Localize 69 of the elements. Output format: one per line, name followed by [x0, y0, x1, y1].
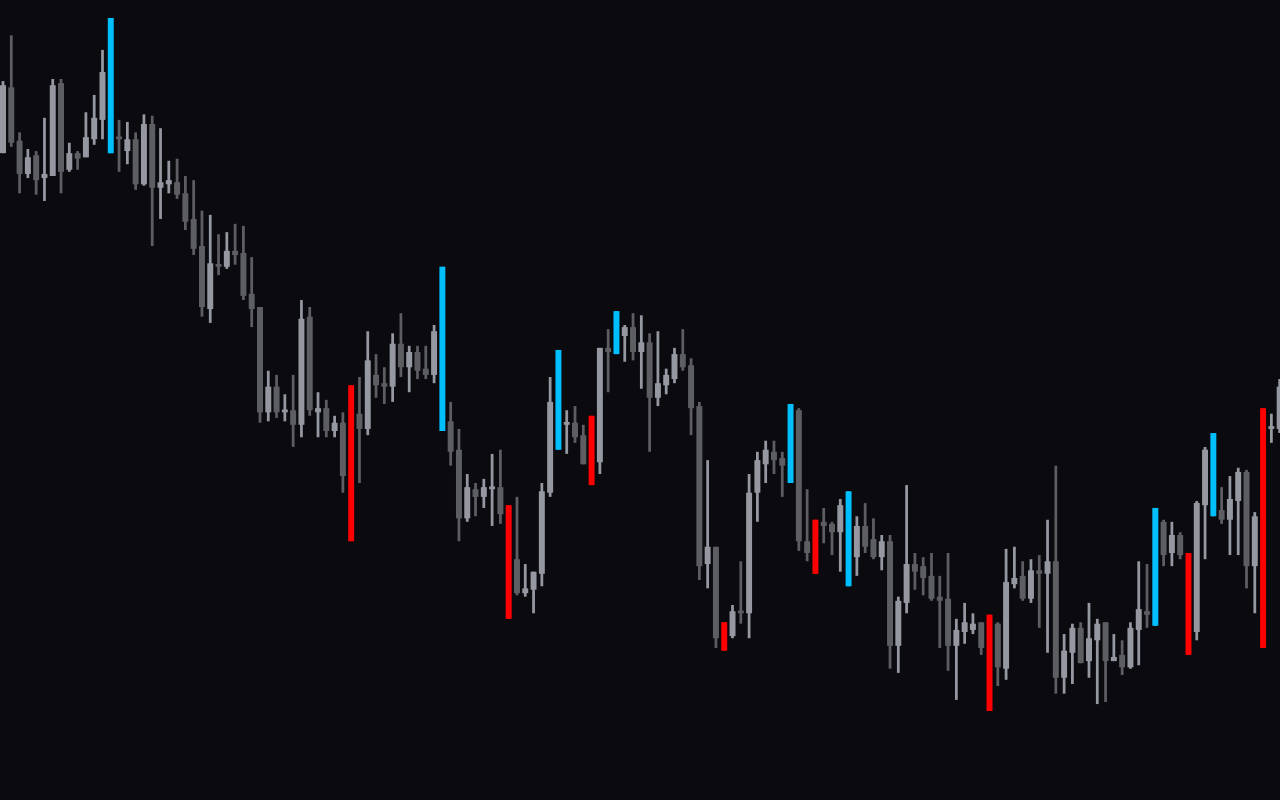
candlestick — [1177, 530, 1184, 561]
candlestick — [1044, 518, 1051, 655]
candlestick — [704, 458, 711, 590]
candlestick — [381, 365, 388, 406]
candlestick — [621, 323, 628, 364]
candlestick — [563, 408, 570, 456]
candlestick — [480, 477, 487, 510]
candlestick — [248, 255, 255, 329]
candlestick — [804, 487, 811, 563]
candlestick — [223, 230, 230, 271]
candlestick — [1135, 559, 1142, 667]
candlestick — [1226, 474, 1233, 557]
candlestick — [1019, 559, 1026, 603]
candlestick — [165, 159, 172, 195]
candlestick — [472, 481, 479, 518]
candlestick — [1119, 638, 1126, 677]
candlestick — [489, 452, 496, 528]
candlestick — [663, 367, 670, 396]
candlestick — [24, 147, 31, 180]
candlestick — [215, 232, 222, 277]
candlestick — [356, 375, 363, 485]
candlestick — [323, 398, 330, 439]
candlestick — [762, 439, 769, 485]
candlestick — [1268, 412, 1275, 445]
candlestick — [870, 516, 877, 561]
candlestick — [82, 110, 89, 159]
candlestick — [315, 390, 321, 439]
candlestick — [953, 617, 960, 702]
candlestick — [679, 327, 686, 373]
candlestick — [422, 344, 429, 381]
candlestick — [605, 327, 612, 394]
candlestick — [290, 373, 297, 449]
candlestick — [862, 501, 869, 555]
candlestick — [638, 313, 645, 391]
candlestick — [654, 329, 661, 408]
candlestick — [174, 157, 181, 201]
candlestick — [969, 611, 976, 636]
candlestick — [1168, 520, 1175, 568]
candlestick — [331, 414, 338, 439]
candlestick — [920, 555, 927, 597]
candlestick — [1011, 545, 1018, 590]
candlestick — [397, 311, 404, 379]
candlestick — [1144, 562, 1150, 630]
candlestick — [66, 141, 73, 174]
candlestick — [41, 116, 48, 203]
candlestick — [406, 344, 413, 394]
candlestick — [911, 551, 918, 592]
candlestick — [522, 562, 529, 599]
candlestick — [961, 601, 968, 646]
candlestick — [124, 120, 131, 166]
candlestick — [1218, 485, 1225, 526]
candlestick — [1036, 553, 1043, 630]
candlestick — [829, 520, 835, 557]
candlestick — [530, 570, 537, 615]
candlestick — [1094, 617, 1101, 706]
candlestick — [572, 404, 578, 445]
candlestick — [1086, 601, 1092, 680]
candlestick — [878, 533, 885, 572]
candlestick — [770, 439, 777, 476]
candlestick — [928, 551, 935, 603]
candlestick — [91, 93, 98, 147]
candlestick — [373, 352, 380, 400]
candlestick — [232, 222, 239, 267]
candlestick — [157, 126, 164, 221]
candlestick — [1110, 632, 1117, 663]
candlestick — [820, 506, 827, 545]
candlestick — [779, 450, 786, 499]
candlestick — [936, 574, 943, 650]
candlestick — [74, 149, 81, 172]
